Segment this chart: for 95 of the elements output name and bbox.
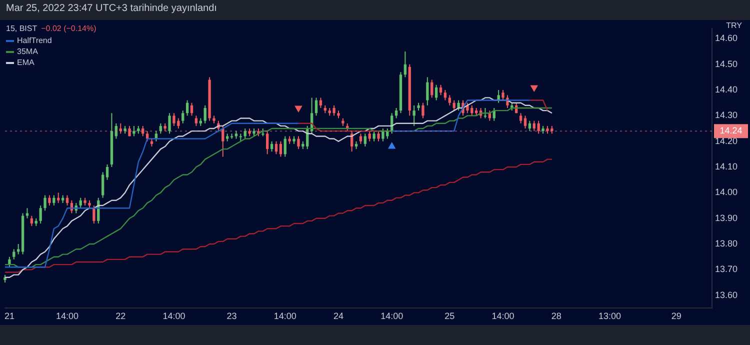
- candlestick: [190, 102, 194, 116]
- x-tick-label: 23: [226, 311, 237, 322]
- candlestick: [12, 248, 16, 260]
- y-tick-label: 14.10: [715, 162, 738, 172]
- candlestick: [528, 120, 532, 132]
- candlestick: [372, 130, 376, 142]
- x-tick-label: 14:00: [274, 311, 296, 322]
- candlestick: [524, 115, 527, 130]
- candlestick: [30, 215, 34, 227]
- candlestick: [274, 140, 278, 155]
- y-tick-label: 13.70: [715, 264, 738, 274]
- x-tick-label: 22: [116, 311, 126, 322]
- candlestick: [186, 100, 189, 116]
- candlestick: [279, 140, 282, 158]
- x-tick-label: 13:00: [598, 311, 621, 322]
- candlestick: [377, 130, 380, 142]
- x-tick-label: 21: [4, 311, 14, 322]
- candlestick: [52, 194, 56, 206]
- candlestick: [452, 100, 456, 112]
- candlestick: [444, 90, 447, 101]
- y-tick-label: 14.20: [715, 136, 738, 146]
- legend-label: HalfTrend: [17, 36, 52, 45]
- candlestick: [422, 102, 424, 119]
- candlestick: [457, 100, 460, 112]
- candlestick: [79, 197, 82, 209]
- candlestick: [44, 194, 46, 212]
- candlestick: [434, 84, 438, 101]
- y-tick-label: 13.90: [715, 212, 738, 223]
- candlestick: [172, 112, 176, 126]
- candlestick: [412, 104, 416, 126]
- x-tick-label: 14:00: [492, 311, 514, 322]
- candlestick: [266, 130, 269, 155]
- x-tick-label: 24: [333, 311, 344, 322]
- candlestick: [448, 94, 451, 106]
- chart-title: 15, BIST: [6, 24, 38, 33]
- candlestick: [497, 90, 500, 104]
- candlestick: [484, 107, 487, 119]
- y-tick-label: 14.50: [715, 58, 738, 69]
- candlestick: [394, 107, 398, 119]
- candlestick: [439, 84, 442, 96]
- y-tick-label: 14.60: [715, 33, 738, 44]
- candlestick: [114, 122, 118, 140]
- y-axis-title: TRY: [726, 21, 742, 30]
- ref-line-label: 14.24: [720, 126, 742, 136]
- candlestick: [270, 140, 274, 152]
- chart-subtitle: −0.02 (−0.14%): [41, 24, 96, 33]
- x-tick-label: 14:00: [56, 311, 79, 322]
- candlestick: [106, 164, 109, 180]
- candlestick: [132, 125, 136, 137]
- x-tick-label: 28: [551, 311, 562, 322]
- candlestick: [194, 115, 198, 126]
- candlestick: [26, 208, 29, 219]
- candlestick: [319, 97, 322, 108]
- y-tick-label: 14.30: [715, 110, 738, 120]
- candlestick: [297, 136, 300, 150]
- candlestick: [314, 97, 318, 116]
- candlestick: [92, 205, 96, 224]
- candlestick: [537, 120, 540, 134]
- candlestick: [532, 120, 536, 132]
- legend-label: 35MA: [17, 47, 38, 56]
- candlestick: [404, 51, 407, 78]
- candlestick: [204, 104, 206, 124]
- text: Mar 25, 2022 23:47 UTC+3 tarihinde yayınlandı: [6, 3, 217, 14]
- candlestick: [430, 79, 434, 98]
- candlestick: [119, 122, 122, 134]
- candlestick: [502, 90, 504, 101]
- y-tick-label: 13.80: [715, 238, 738, 249]
- candlestick: [159, 122, 162, 134]
- candlestick: [142, 125, 144, 137]
- candlestick: [101, 172, 104, 198]
- candlestick: [57, 192, 60, 204]
- candlestick: [359, 133, 362, 144]
- candlestick: [244, 128, 246, 140]
- candlestick: [332, 104, 336, 116]
- candlestick: [519, 112, 522, 124]
- candlestick: [168, 112, 171, 134]
- candlestick: [39, 205, 42, 224]
- y-tick-label: 14.40: [715, 84, 738, 94]
- candlestick: [364, 133, 367, 147]
- candlestick: [368, 130, 371, 142]
- candlestick: [66, 194, 69, 206]
- candlestick: [182, 110, 184, 124]
- candlestick: [284, 136, 286, 158]
- x-tick-label: 25: [444, 311, 455, 322]
- x-tick-label: 14:00: [380, 311, 404, 322]
- candlestick: [48, 194, 51, 206]
- candlestick: [382, 128, 384, 142]
- legend-label: EMA: [17, 58, 34, 67]
- candlestick: [17, 244, 20, 255]
- y-tick-label: 14.00: [715, 187, 738, 198]
- y-tick-label: 13.60: [715, 290, 738, 300]
- candlestick: [8, 256, 11, 268]
- x-tick-label: 14:00: [162, 311, 186, 322]
- x-tick-label: 29: [671, 311, 682, 322]
- candlestick: [426, 76, 429, 106]
